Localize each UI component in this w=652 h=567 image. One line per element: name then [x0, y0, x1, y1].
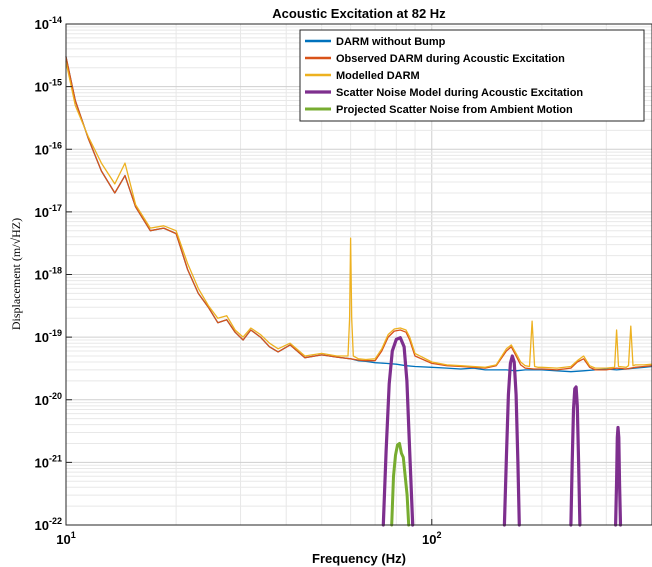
legend-label-1: DARM without Bump [336, 36, 446, 48]
legend: DARM without Bump Observed DARM during Ac… [299, 29, 645, 122]
y-tick-label: 10-18 [35, 266, 62, 283]
legend-label-3: Modelled DARM [336, 70, 420, 82]
legend-label-4: Scatter Noise Model during Acoustic Exci… [336, 87, 583, 99]
series-line-4 [569, 385, 582, 527]
series-line-4 [502, 354, 521, 527]
y-tick-label: 10-22 [35, 516, 62, 533]
y-tick-label: 10-15 [35, 78, 62, 95]
y-axis-ticks: 10-22 10-21 10-20 10-19 10-18 10-17 10-16 10-15… [35, 15, 72, 533]
y-tick-label: 10-16 [35, 140, 62, 157]
y-tick-label: 10-17 [35, 203, 62, 220]
x-tick-label: 101 [56, 530, 75, 547]
series-line-4 [613, 425, 623, 527]
y-axis-label: Displacement (m/√HZ) [9, 218, 23, 330]
series-line-4 [381, 336, 415, 527]
y-tick-label: 10-21 [35, 453, 62, 470]
series-line-2 [65, 56, 652, 371]
series-line-5 [390, 442, 411, 527]
x-axis-ticks: 101 102 [56, 519, 442, 547]
series-line-3 [65, 61, 652, 369]
x-axis-label: Frequency (Hz) [312, 551, 406, 566]
legend-label-2: Observed DARM during Acoustic Excitation [336, 53, 565, 65]
y-tick-label: 10-19 [35, 328, 62, 345]
chart-title: Acoustic Excitation at 82 Hz [272, 6, 446, 21]
legend-box [299, 29, 645, 122]
y-tick-label: 10-20 [35, 391, 62, 408]
plot-area [65, 56, 652, 527]
x-tick-label: 102 [422, 530, 441, 547]
legend-label-5: Projected Scatter Noise from Ambient Mot… [336, 104, 573, 116]
y-tick-label: 10-14 [35, 15, 62, 32]
